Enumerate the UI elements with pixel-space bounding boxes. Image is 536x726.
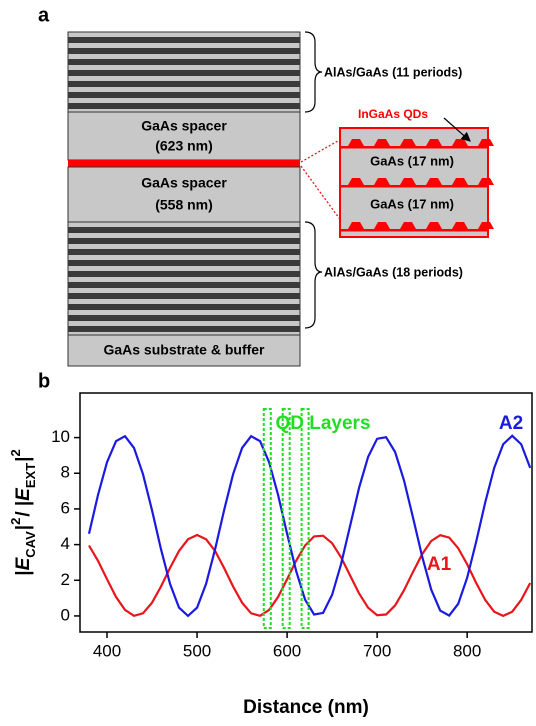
dbr-layer [68, 92, 300, 98]
x-tick-label: 800 [453, 641, 481, 660]
plot-frame [79, 392, 533, 633]
quantum-dot [400, 178, 416, 185]
dbr-layer [68, 293, 300, 299]
y-axis-label-part: 2 [8, 449, 23, 456]
y-axis-label-part: EXT [23, 463, 38, 488]
quantum-dot [374, 178, 390, 185]
layer-text: GaAs (17 nm) [370, 153, 454, 168]
y-tick-label: 2 [61, 570, 70, 589]
dbr-layer [68, 304, 300, 310]
quantum-dot [426, 178, 442, 185]
y-axis-label-part: 2 [8, 518, 23, 525]
dbr-label: AlAs/GaAs (18 periods) [324, 265, 463, 279]
qd-wetting-layer [341, 185, 487, 188]
quantum-dot [400, 222, 416, 229]
series-line [88, 533, 532, 618]
y-tick-label: 0 [61, 605, 70, 624]
dbr-label: AlAs/GaAs (11 periods) [324, 65, 462, 79]
zoom-box [339, 127, 494, 238]
quantum-dot [452, 178, 468, 185]
dbr-layer [68, 48, 300, 54]
spacer-top-text: GaAs spacer [141, 118, 227, 134]
x-tick-label: 700 [363, 641, 391, 660]
qd-arrow [443, 117, 471, 142]
qd-region [68, 160, 300, 167]
dbr-layer [68, 260, 300, 266]
y-axis-label-part: | [13, 456, 34, 461]
y-tick-label: 6 [61, 498, 70, 517]
zoom-line [300, 133, 352, 163]
quantum-dot [374, 222, 390, 229]
quantum-dot [348, 178, 364, 185]
dbr-layer [68, 249, 300, 255]
quantum-dot [400, 139, 416, 146]
dbr-layer [68, 227, 300, 233]
dbr-layer [68, 37, 300, 43]
qd-wetting-layer [341, 229, 487, 232]
quantum-dot [478, 139, 494, 146]
series-label: A1 [427, 554, 452, 575]
x-tick-label: 500 [183, 641, 211, 660]
quantum-dot [426, 139, 442, 146]
dbr-layer [68, 271, 300, 277]
spacer-bottom [67, 166, 301, 223]
dbr-layer [68, 103, 300, 109]
spacer-bottom-text: GaAs spacer [141, 175, 227, 191]
y-axis-label-part: / | [13, 501, 34, 517]
x-tick-label: 400 [93, 641, 121, 660]
qd-layer [262, 408, 272, 629]
spacer-top [67, 111, 301, 161]
qd-layer-label: QD Layers [275, 413, 370, 434]
y-tick-label: 4 [61, 534, 70, 553]
spacer-top-text: (623 nm) [155, 138, 213, 154]
qd-wetting-layer [341, 146, 487, 149]
y-tick-label: 8 [61, 463, 70, 482]
panel-label: b [38, 370, 50, 392]
quantum-dot [452, 222, 468, 229]
panel-label: a [38, 4, 50, 26]
y-axis-label-part: E [13, 556, 34, 570]
y-axis-label-part: E [13, 487, 34, 501]
y-axis-label: |ECAV|2/ |EEXT|2 [8, 449, 38, 575]
dbr-layer [68, 282, 300, 288]
dbr-layer [68, 70, 300, 76]
quantum-dot [348, 222, 364, 229]
qd-layer [281, 408, 291, 629]
series-line [87, 434, 532, 618]
quantum-dot [478, 178, 494, 185]
quantum-dot [374, 139, 390, 146]
brace [304, 221, 323, 329]
brace [304, 31, 323, 113]
quantum-dot [348, 139, 364, 146]
qd-layer [300, 408, 310, 629]
substrate-text: GaAs substrate & buffer [103, 342, 265, 358]
series-label: A2 [499, 413, 523, 434]
y-axis-label-part: CAV [23, 531, 38, 558]
quantum-dot [478, 222, 494, 229]
dbr-layer [68, 59, 300, 65]
dbr-layer [68, 326, 300, 332]
spacer-bottom-text: (558 nm) [155, 197, 213, 213]
dbr-layer [68, 81, 300, 87]
qd-label: InGaAs QDs [358, 107, 428, 121]
layer-stack [67, 31, 301, 336]
layer-text: GaAs (17 nm) [370, 196, 454, 211]
dbr-layer [68, 238, 300, 244]
substrate [67, 334, 301, 367]
quantum-dot [426, 222, 442, 229]
x-tick-label: 600 [273, 641, 301, 660]
dbr-layer [68, 315, 300, 321]
y-tick-label: 10 [51, 427, 70, 446]
x-axis-label: Distance (nm) [243, 697, 369, 718]
y-axis-label-part: | [13, 525, 34, 530]
y-axis-label-part: | [13, 570, 34, 575]
